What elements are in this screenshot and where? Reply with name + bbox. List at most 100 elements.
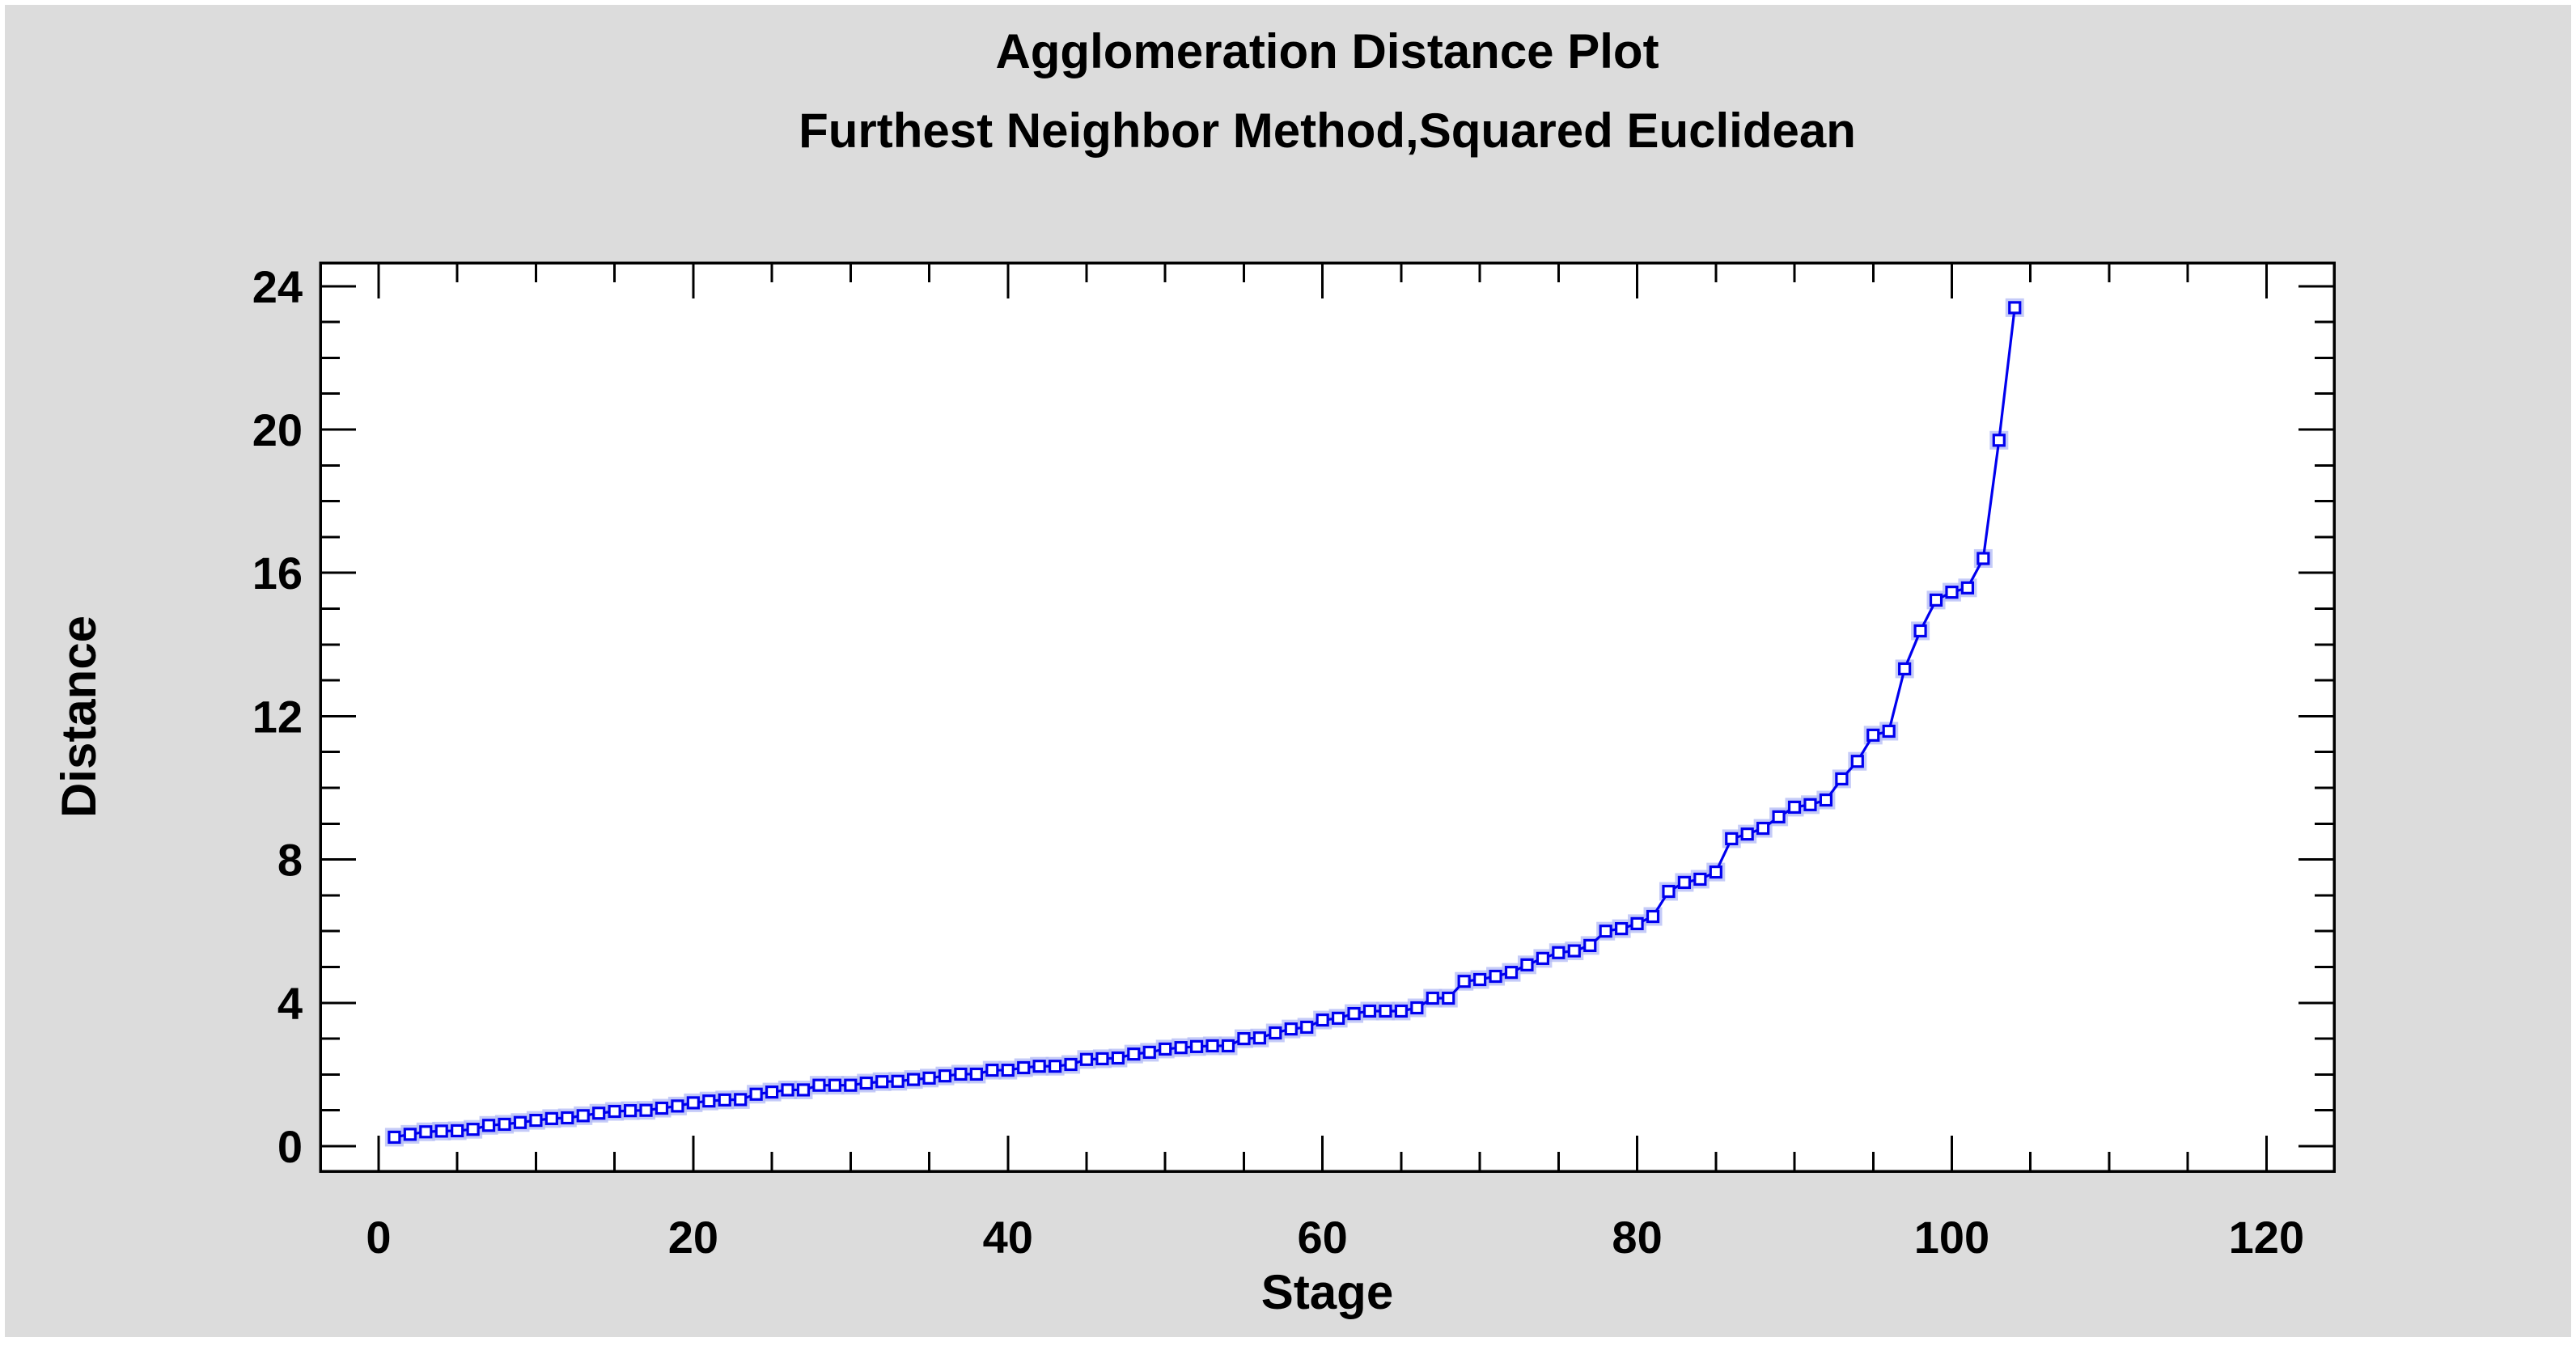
data-point-marker bbox=[576, 1109, 590, 1123]
data-point-marker bbox=[1803, 798, 1817, 811]
data-point-marker bbox=[749, 1087, 763, 1101]
data-point-halo bbox=[1911, 621, 1930, 641]
data-point-marker bbox=[403, 1128, 417, 1141]
data-point-marker bbox=[1489, 969, 1502, 984]
data-point-marker bbox=[828, 1078, 841, 1092]
data-point-marker bbox=[1473, 972, 1487, 987]
y-tick-label: 0 bbox=[278, 1121, 303, 1172]
data-point-marker bbox=[451, 1124, 464, 1138]
data-point-marker bbox=[796, 1083, 811, 1097]
data-point-marker bbox=[1221, 1039, 1235, 1053]
data-point-marker bbox=[1064, 1057, 1078, 1072]
data-point-marker bbox=[734, 1093, 748, 1107]
data-point-marker bbox=[1190, 1039, 1204, 1053]
data-point-marker bbox=[1252, 1031, 1266, 1045]
data-point-marker bbox=[1111, 1051, 1125, 1065]
data-point-marker bbox=[969, 1067, 983, 1081]
data-point-marker bbox=[954, 1067, 968, 1081]
x-tick-label: 120 bbox=[2229, 1212, 2304, 1263]
data-point-marker bbox=[561, 1111, 574, 1125]
data-point-marker bbox=[1866, 728, 1880, 742]
data-point-marker bbox=[1850, 755, 1864, 768]
data-point-halo bbox=[1848, 751, 1867, 771]
x-tick-label: 40 bbox=[983, 1212, 1033, 1263]
data-point-marker bbox=[1426, 991, 1439, 1005]
x-tick-label: 20 bbox=[668, 1212, 718, 1263]
data-point-marker bbox=[1032, 1060, 1046, 1073]
data-point-marker bbox=[1079, 1052, 1094, 1066]
data-point-halo bbox=[1895, 659, 1914, 679]
data-point-marker bbox=[1898, 662, 1912, 676]
data-point-marker bbox=[1442, 991, 1455, 1005]
x-tick-label: 100 bbox=[1914, 1212, 1989, 1263]
y-tick-label: 12 bbox=[252, 691, 303, 742]
data-point-marker bbox=[1017, 1060, 1031, 1075]
data-point-marker bbox=[1976, 552, 1990, 565]
data-point-marker bbox=[1709, 865, 1722, 879]
data-point-marker bbox=[1362, 1004, 1377, 1018]
data-point-marker bbox=[718, 1093, 731, 1107]
data-point-marker bbox=[1787, 800, 1802, 815]
data-point-marker bbox=[1819, 793, 1833, 807]
data-point-marker bbox=[1048, 1060, 1062, 1073]
data-point-marker bbox=[529, 1113, 543, 1128]
data-point-marker bbox=[592, 1107, 606, 1120]
data-point-marker bbox=[1237, 1031, 1251, 1046]
y-tick-label: 24 bbox=[252, 261, 303, 312]
data-point-marker bbox=[1284, 1022, 1298, 1036]
data-point-marker bbox=[434, 1124, 448, 1138]
y-tick-label: 16 bbox=[252, 548, 303, 599]
data-point-marker bbox=[1646, 909, 1660, 924]
data-point-marker bbox=[481, 1119, 496, 1132]
data-point-marker bbox=[1725, 832, 1739, 845]
data-point-halo bbox=[1769, 807, 1789, 827]
data-point-marker bbox=[1394, 1004, 1408, 1018]
data-point-marker bbox=[1142, 1045, 1156, 1060]
data-point-marker bbox=[1756, 821, 1770, 836]
x-tick-label: 0 bbox=[366, 1212, 391, 1263]
data-point-marker bbox=[1001, 1063, 1015, 1077]
data-point-marker bbox=[1410, 1001, 1424, 1015]
data-point-marker bbox=[671, 1099, 684, 1113]
data-point-marker bbox=[1882, 724, 1896, 738]
data-point-marker bbox=[1615, 921, 1629, 936]
data-point-marker bbox=[388, 1130, 401, 1145]
x-axis-title: Stage bbox=[1260, 1265, 1394, 1319]
data-point-marker bbox=[1945, 586, 1959, 599]
data-point-marker bbox=[655, 1101, 669, 1115]
data-point-marker bbox=[1599, 925, 1612, 938]
data-point-marker bbox=[906, 1073, 921, 1086]
data-point-marker bbox=[1992, 434, 2006, 447]
data-point-marker bbox=[686, 1096, 700, 1110]
data-point-marker bbox=[623, 1104, 638, 1118]
data-point-marker bbox=[1552, 946, 1566, 959]
data-point-halo bbox=[1407, 998, 1426, 1018]
data-point-marker bbox=[1504, 966, 1519, 980]
data-point-halo bbox=[1816, 790, 1836, 810]
data-point-marker bbox=[1567, 944, 1581, 958]
data-point-marker bbox=[1583, 938, 1597, 953]
chart-subtitle: Furthest Neighbor Method,Squared Euclide… bbox=[799, 104, 1856, 158]
data-point-marker bbox=[812, 1078, 826, 1092]
data-point-marker bbox=[859, 1076, 873, 1090]
data-point-halo bbox=[1753, 819, 1773, 838]
data-point-halo bbox=[1580, 936, 1599, 955]
data-point-marker bbox=[1536, 951, 1550, 965]
data-point-marker bbox=[1095, 1052, 1109, 1065]
data-point-marker bbox=[922, 1071, 936, 1085]
data-point-marker bbox=[544, 1111, 558, 1125]
data-point-halo bbox=[1643, 907, 1663, 926]
data-point-marker bbox=[1772, 810, 1786, 823]
data-point-marker bbox=[466, 1123, 480, 1136]
x-tick-label: 60 bbox=[1298, 1212, 1348, 1263]
data-point-marker bbox=[985, 1063, 999, 1077]
data-point-marker bbox=[702, 1094, 716, 1108]
x-tick-label: 80 bbox=[1612, 1212, 1662, 1263]
data-point-marker bbox=[1520, 958, 1534, 971]
data-point-marker bbox=[891, 1074, 905, 1088]
data-point-marker bbox=[1300, 1020, 1314, 1035]
data-point-marker bbox=[1457, 975, 1471, 988]
data-point-marker bbox=[1174, 1041, 1188, 1055]
data-point-halo bbox=[1832, 769, 1851, 789]
